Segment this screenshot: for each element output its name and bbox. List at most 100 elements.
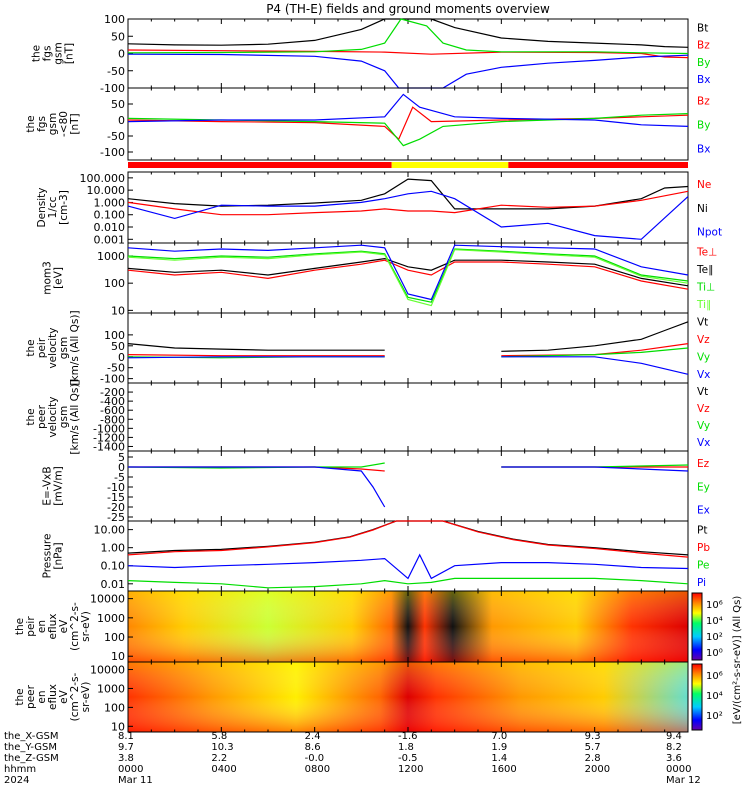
y-axis-label: (cm^2-s- bbox=[69, 602, 81, 651]
y-axis-label: [km/s (All Qs)] bbox=[69, 379, 81, 454]
legend-entry: Ex bbox=[697, 505, 710, 517]
legend-entry: Ni bbox=[697, 203, 708, 215]
series-line-Ne bbox=[127, 190, 689, 216]
y-axis-label: mom3 bbox=[42, 261, 54, 295]
legend-entry: Vz bbox=[697, 334, 710, 346]
ephemeris-value: 9.3 bbox=[584, 731, 601, 742]
ephemeris-row-label: the_Y-GSM bbox=[4, 742, 58, 753]
series-line-Vz bbox=[127, 354, 385, 357]
colorbar: 10⁶ 10⁴ 10² 10⁰ 10⁶ 10⁴ 10² [eV/(cm²-s-sr-eV)] … bbox=[691, 592, 743, 731]
y-tick-label: 10 bbox=[111, 304, 125, 317]
legend-entry: Vt bbox=[697, 317, 708, 329]
ephemeris-value: 5.8 bbox=[211, 731, 228, 742]
ephemeris-row-label: 2024 bbox=[4, 775, 30, 786]
y-axis-label: gsm bbox=[58, 337, 70, 359]
colorbar-scale bbox=[691, 663, 703, 731]
series-line-Npot bbox=[127, 190, 689, 240]
legend-entry: Vy bbox=[697, 352, 710, 364]
series-line-By bbox=[127, 113, 689, 147]
spectrogram-overlay bbox=[128, 662, 688, 732]
legend-entry: Ti⊥ bbox=[696, 282, 715, 294]
ephemeris-value: 9.4 bbox=[666, 731, 682, 742]
y-axis-label: [mV/m] bbox=[53, 466, 65, 505]
y-tick-label: 0 bbox=[118, 48, 125, 61]
y-axis-label: peir bbox=[36, 337, 48, 358]
y-axis-label: Density bbox=[36, 188, 48, 228]
y-tick-label: -100 bbox=[100, 373, 125, 386]
y-tick-label: 100.000 bbox=[80, 172, 126, 185]
y-tick-label: 100 bbox=[104, 13, 125, 26]
y-axis-label: en bbox=[36, 620, 48, 633]
ephemeris-value: Mar 12 bbox=[666, 775, 701, 786]
series-line-Ti∥ bbox=[127, 249, 689, 307]
y-tick-label: -200 bbox=[100, 386, 125, 399]
series-line-Pe bbox=[127, 577, 689, 589]
ephemeris-value: 0400 bbox=[211, 764, 237, 775]
legend-entry: Pb bbox=[697, 542, 710, 554]
legend-entry: Te∥ bbox=[696, 264, 713, 276]
y-tick-label: 100 bbox=[104, 329, 125, 342]
y-tick-label: -50 bbox=[107, 65, 125, 78]
y-axis-label: sr-eV) bbox=[80, 682, 92, 713]
colorbar-tick: 10⁴ bbox=[706, 616, 723, 627]
y-axis-label: peir bbox=[25, 616, 37, 637]
y-tick-label: 5 bbox=[118, 451, 125, 464]
series-line-Ex bbox=[128, 466, 386, 508]
y-tick-label: 0 bbox=[118, 114, 125, 127]
y-axis-label: [nPa] bbox=[53, 542, 65, 569]
legend-entry: Ti∥ bbox=[696, 299, 711, 311]
y-tick-label: 0.010 bbox=[94, 221, 126, 234]
series-line-Vy bbox=[501, 347, 689, 358]
y-tick-label: -20 bbox=[107, 501, 125, 514]
legend-entry: Te⊥ bbox=[696, 247, 717, 259]
panel-fgs_dsl: 50 0 -50 -100 the fgs gsm -<80 [nT] Bz By Bx bbox=[25, 87, 710, 161]
y-axis-label: the bbox=[25, 408, 37, 425]
series-line-Bz bbox=[127, 49, 689, 59]
panel-fgs: 100 50 0 -50 -100 the fgs gsm [nT] Bt Bz By Bx bbox=[31, 13, 711, 95]
y-tick-label: 100 bbox=[104, 631, 125, 644]
legend-entry: By bbox=[697, 57, 710, 69]
panel-frame bbox=[127, 312, 689, 384]
mode-bar-segment bbox=[128, 162, 392, 168]
ephemeris-value: 8.2 bbox=[666, 742, 682, 753]
legend-entry: Vz bbox=[697, 403, 710, 415]
series-line-Bx bbox=[127, 53, 689, 89]
spectrogram-overlay bbox=[128, 591, 688, 662]
panel-frame bbox=[127, 450, 689, 522]
legend-entry: Bt bbox=[697, 22, 708, 34]
y-axis-label: the bbox=[14, 688, 26, 705]
y-axis-label: [km/s (All Qs)] bbox=[69, 310, 81, 385]
y-axis-label: -<80 bbox=[58, 111, 70, 137]
y-tick-label: -50 bbox=[107, 130, 125, 143]
series-line-Bt bbox=[127, 18, 689, 48]
y-axis-label: fgs bbox=[36, 116, 48, 132]
legend-entry: Bx bbox=[697, 143, 710, 155]
ephemeris-value: -1.6 bbox=[398, 731, 418, 742]
ephemeris-value: 0000 bbox=[666, 764, 692, 775]
y-axis-label: eV bbox=[58, 619, 70, 633]
series-line-Ti-blue bbox=[127, 244, 689, 301]
panel-peer_en_eflux: 10000 1000 100 10 the peer en eflux eV (cm^2-s-sr… bbox=[14, 661, 689, 733]
legend-entry: Ey bbox=[697, 481, 710, 493]
mode-bar bbox=[128, 162, 688, 168]
y-axis-label: the bbox=[25, 339, 37, 356]
ephemeris-value: Mar 11 bbox=[118, 775, 153, 786]
ephemeris-value: -0.0 bbox=[304, 753, 325, 764]
y-tick-label: 10.00 bbox=[94, 524, 126, 537]
ephemeris-value: 1.4 bbox=[491, 753, 508, 764]
y-axis-label: 1/cc bbox=[47, 196, 59, 218]
y-tick-label: 0.01 bbox=[101, 578, 126, 591]
legend-entry: Bz bbox=[697, 95, 710, 107]
series-line-Te⊥ bbox=[127, 259, 689, 290]
panel-efield: 50-5-10-15-20-25 E=-VxB [mV/m] Ez Ey Ex bbox=[42, 450, 710, 524]
y-tick-label: 1000 bbox=[97, 250, 125, 263]
ephemeris-value: 1200 bbox=[398, 764, 424, 775]
y-axis-label: eV bbox=[58, 689, 70, 703]
series-line-By bbox=[127, 18, 689, 55]
ephemeris-value: 0000 bbox=[118, 764, 144, 775]
y-axis-label: en bbox=[36, 690, 48, 703]
ephemeris-value: 2.4 bbox=[304, 731, 321, 742]
page-title: P4 (TH-E) fields and ground moments over… bbox=[266, 2, 550, 16]
y-tick-label: -25 bbox=[107, 511, 125, 524]
